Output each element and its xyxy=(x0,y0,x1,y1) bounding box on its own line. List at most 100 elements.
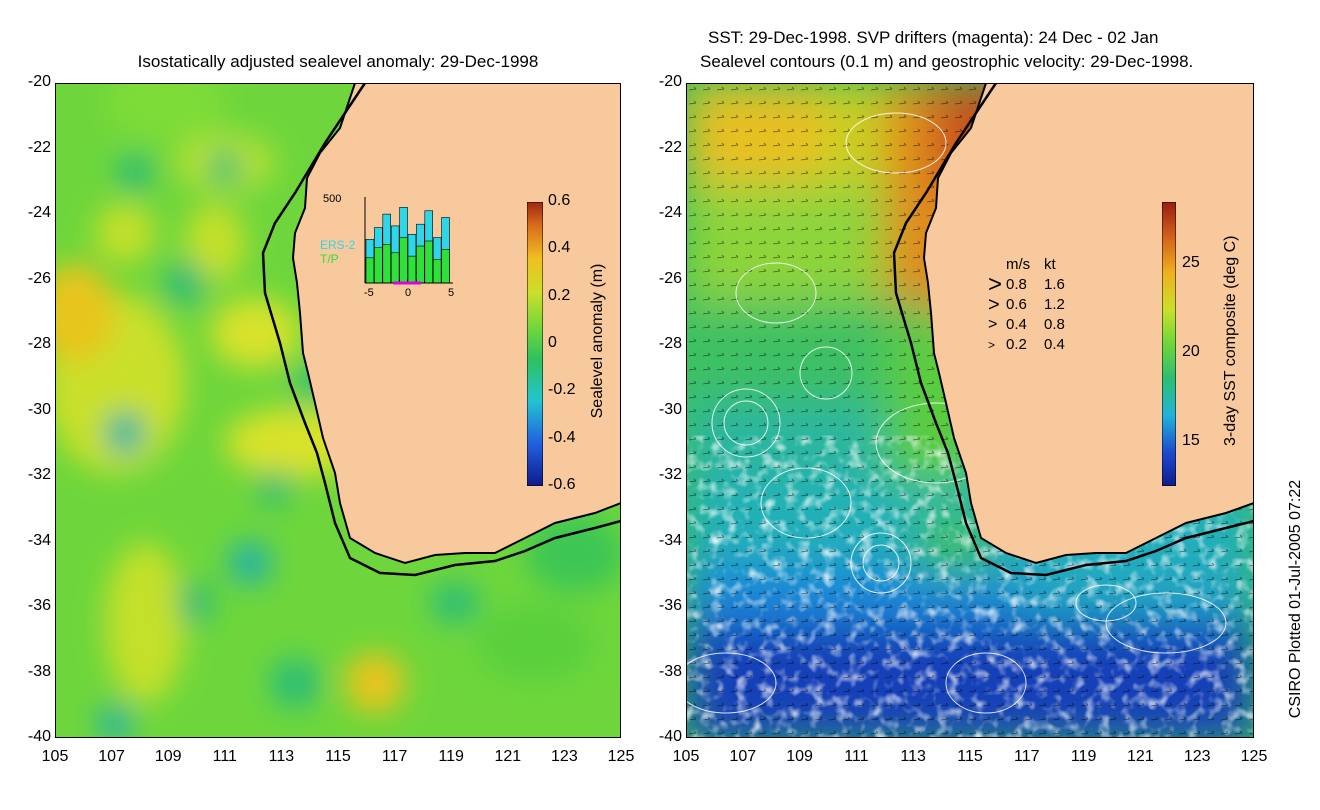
sla-colorbar xyxy=(527,202,543,486)
histogram-xtick-5: 5 xyxy=(448,287,455,299)
left-lat-tick: -28 xyxy=(27,335,51,352)
sla-colorbar-tick: 0 xyxy=(548,334,557,351)
sst-colorbar-tick: 20 xyxy=(1182,342,1200,360)
left-lon-tick: 117 xyxy=(381,748,408,765)
right-lon-tick: 117 xyxy=(1014,748,1040,765)
right-lon-tick: 107 xyxy=(729,748,757,765)
speed-legend-kt: 1.6 xyxy=(1044,276,1065,293)
sla-colorbar-tick: -0.6 xyxy=(548,476,576,493)
right-lon-tick: 125 xyxy=(1240,748,1268,765)
left-lon-tick: 125 xyxy=(607,748,635,765)
left-lon-tick: 109 xyxy=(154,748,182,765)
left-lat-tick: -24 xyxy=(27,204,51,221)
speed-legend-kt: 0.8 xyxy=(1044,316,1065,333)
right-lat-tick: -32 xyxy=(658,466,682,483)
right-lat-tick: -20 xyxy=(658,73,682,90)
shelf-depth-contour-sst xyxy=(892,83,1254,577)
histogram-legend-tp: T/P xyxy=(320,252,339,266)
speed-legend-kt: 0.4 xyxy=(1044,336,1065,353)
speed-legend-arrow: > xyxy=(988,316,998,333)
right-lat-tick: -30 xyxy=(658,400,682,418)
right-lon-tick: 113 xyxy=(900,748,926,765)
left-lat-tick: -22 xyxy=(27,138,51,156)
altimeter-count-histogram xyxy=(364,197,453,285)
tp-bar xyxy=(390,252,400,284)
right-lon-tick: 111 xyxy=(844,748,869,765)
left-lon-tick: 113 xyxy=(268,748,295,765)
tp-bar xyxy=(399,237,408,284)
histogram-legend-ers2: ERS-2 xyxy=(320,238,356,252)
sealevel-contours xyxy=(686,112,1227,714)
speed-legend-arrow: > xyxy=(988,294,1000,316)
speed-legend-header-kt: kt xyxy=(1044,256,1056,273)
speed-legend-ms: 0.6 xyxy=(1006,296,1027,313)
right-lon-tick: 109 xyxy=(786,748,813,765)
coastline-sst xyxy=(922,83,1254,565)
tp-bar xyxy=(382,244,391,284)
left-lat-tick: -38 xyxy=(27,662,51,680)
sla-colorbar-tick: 0.4 xyxy=(548,239,571,257)
tp-bar xyxy=(374,247,383,284)
tp-bar xyxy=(407,255,417,284)
histogram-ymax-label: 500 xyxy=(323,193,342,205)
left-lon-tick: 105 xyxy=(41,748,69,765)
right-lat-tick: -36 xyxy=(658,597,682,614)
sst-colorbar-tick: 15 xyxy=(1182,431,1200,449)
left-lon-tick: 115 xyxy=(325,748,351,765)
right-lat-tick: -26 xyxy=(658,269,682,287)
left-panel-title: Isostatically adjusted sealevel anomaly:… xyxy=(137,52,539,71)
left-lat-tick: -26 xyxy=(27,269,51,287)
histogram-xtick-0: 0 xyxy=(405,287,412,299)
right-panel-title-line1: SST: 29-Dec-1998. SVP drifters (magenta)… xyxy=(708,28,1159,47)
speed-legend-ms: 0.8 xyxy=(1006,276,1027,293)
tp-bar xyxy=(432,259,442,284)
left-lat-tick: -32 xyxy=(27,466,51,483)
sla-colorbar-tick: -0.2 xyxy=(548,381,576,399)
left-lon-tick: 111 xyxy=(212,748,237,765)
land-western-australia-sst xyxy=(924,83,1254,563)
sst-colorbar-tick: 25 xyxy=(1182,254,1200,272)
speed-legend-arrow: > xyxy=(988,338,996,352)
left-lat-tick: -40 xyxy=(27,728,51,745)
right-lon-tick: 105 xyxy=(672,748,700,765)
histogram-xtick-neg5: -5 xyxy=(364,287,374,299)
sst-colorbar xyxy=(1162,202,1176,486)
left-lat-tick: -36 xyxy=(27,597,51,614)
left-lat-tick: -20 xyxy=(27,73,51,90)
right-panel-title-line2: Sealevel contours (0.1 m) and geostrophi… xyxy=(700,52,1194,71)
speed-legend-ms: 0.2 xyxy=(1006,336,1027,353)
tp-bar xyxy=(416,245,425,284)
left-lat-tick: -30 xyxy=(27,400,51,418)
left-lat-tick: -34 xyxy=(27,531,51,549)
speed-legend-header-ms: m/s xyxy=(1006,256,1031,273)
right-lat-tick: -38 xyxy=(658,662,682,680)
left-lon-tick: 123 xyxy=(551,748,578,765)
sla-colorbar-label: Sealevel anomaly (m) xyxy=(589,263,606,419)
left-lon-tick: 121 xyxy=(494,748,522,765)
right-lat-tick: -34 xyxy=(658,531,682,549)
sst-map[interactable] xyxy=(686,83,1254,738)
right-lat-tick: -28 xyxy=(658,335,682,352)
left-lon-tick: 107 xyxy=(98,748,125,765)
right-lon-tick: 123 xyxy=(1183,748,1211,765)
sla-colorbar-tick: 0.6 xyxy=(548,192,571,209)
speed-legend-kt: 1.2 xyxy=(1044,296,1065,313)
tp-bar xyxy=(424,240,433,284)
right-lon-tick: 121 xyxy=(1127,748,1154,765)
right-lat-tick: -24 xyxy=(658,204,682,221)
plot-credit: CSIRO Plotted 01-Jul-2005 07:22 xyxy=(1287,479,1304,719)
tp-bar xyxy=(365,257,375,284)
sla-colorbar-tick: -0.4 xyxy=(548,428,576,446)
shelf-depth-contour xyxy=(261,83,621,577)
sst-colorbar-label: 3-day SST composite (deg C) xyxy=(1222,235,1239,446)
sla-colorbar-tick: 0.2 xyxy=(548,286,571,304)
left-lon-tick: 119 xyxy=(438,748,464,765)
speed-legend-arrow: > xyxy=(988,271,1003,298)
speed-legend-ms: 0.4 xyxy=(1006,316,1027,333)
right-lon-tick: 115 xyxy=(957,748,983,765)
right-lon-tick: 119 xyxy=(1070,748,1097,765)
coastline xyxy=(291,83,621,565)
tp-bar xyxy=(441,249,450,284)
right-lat-tick: -22 xyxy=(658,138,682,156)
right-lat-tick: -40 xyxy=(658,728,682,745)
